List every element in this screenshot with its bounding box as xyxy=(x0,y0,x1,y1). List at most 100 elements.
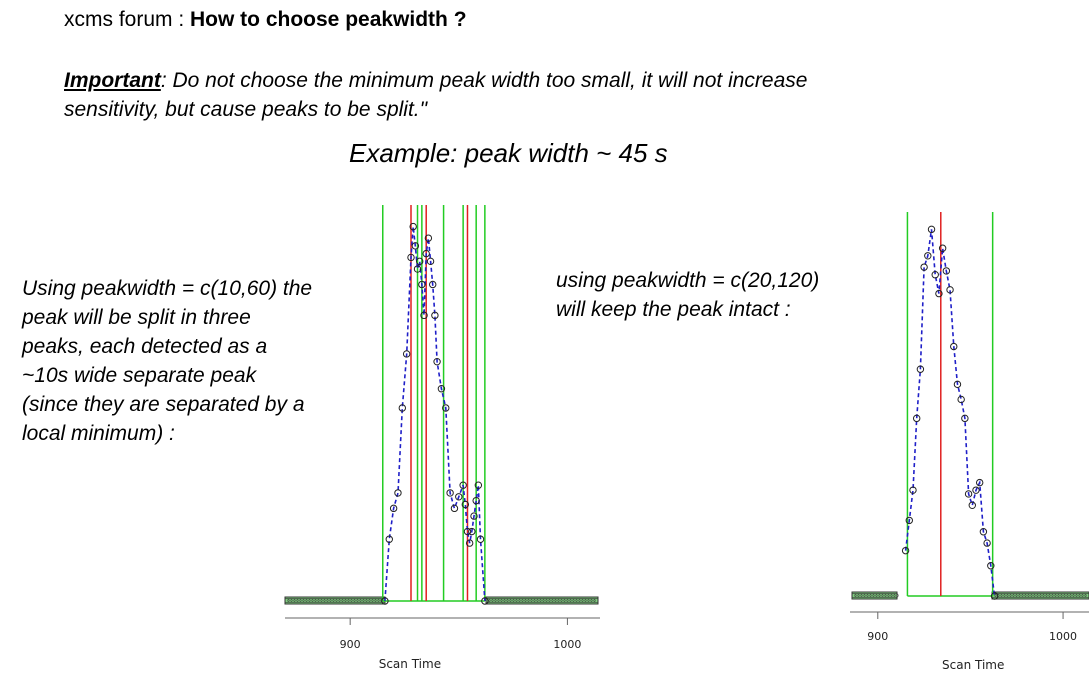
baseline-point xyxy=(884,592,890,598)
data-point xyxy=(461,500,470,509)
baseline-point xyxy=(362,597,368,603)
baseline-point xyxy=(545,597,551,603)
baseline-point xyxy=(302,597,308,603)
baseline-point xyxy=(1051,592,1057,598)
baseline-point xyxy=(500,597,506,603)
baseline-point xyxy=(536,597,542,603)
data-point xyxy=(413,265,422,273)
baseline-point xyxy=(1030,592,1036,598)
data-point xyxy=(481,597,489,605)
baseline-point xyxy=(866,592,872,598)
data-point xyxy=(422,249,430,258)
baseline-point xyxy=(890,592,896,598)
baseline-point xyxy=(332,597,338,603)
data-point xyxy=(968,501,976,509)
data-point xyxy=(979,528,988,536)
data-point xyxy=(990,592,999,600)
baseline-point xyxy=(290,597,296,603)
data-point xyxy=(431,311,439,320)
baseline-point xyxy=(512,597,518,603)
baseline-point xyxy=(299,597,305,603)
right-description: using peakwidth = c(20,120) will keep th… xyxy=(556,266,819,324)
baseline-point xyxy=(575,597,581,603)
data-point xyxy=(424,234,433,242)
baseline-point xyxy=(524,597,530,603)
baseline-point xyxy=(566,597,572,603)
baseline-point xyxy=(1015,592,1021,598)
data-point xyxy=(389,504,398,513)
data-point xyxy=(465,539,474,547)
left-desc-line: (since they are separated by a xyxy=(22,393,305,416)
baseline-point xyxy=(584,597,590,603)
baseline-point xyxy=(587,597,593,603)
data-point xyxy=(946,286,954,294)
chart-split-peaks: 900 1000 Scan Time xyxy=(284,205,600,671)
data-point xyxy=(420,311,428,320)
baseline-point xyxy=(887,592,893,598)
important-label: Important xyxy=(64,69,161,92)
data-point xyxy=(394,489,402,497)
data-point xyxy=(916,365,925,373)
baseline-point xyxy=(1045,592,1051,598)
baseline-point xyxy=(311,597,317,603)
baseline-point xyxy=(548,597,554,603)
data-point xyxy=(935,289,943,298)
baseline-point xyxy=(1069,592,1075,598)
data-point xyxy=(953,380,962,389)
baseline-point xyxy=(518,597,524,603)
baseline-point xyxy=(491,597,497,603)
data-point xyxy=(950,342,958,351)
title-main: How to choose peakwidth ? xyxy=(190,8,467,31)
data-point xyxy=(938,244,947,252)
data-point xyxy=(468,527,476,536)
baseline-point xyxy=(851,592,857,598)
baseline-point xyxy=(368,597,374,603)
baseline-point xyxy=(563,597,569,603)
baseline-point xyxy=(569,597,575,603)
baseline-point xyxy=(1039,592,1045,598)
data-point xyxy=(429,280,437,289)
baseline-point xyxy=(1066,592,1072,598)
baseline-point xyxy=(893,592,899,598)
data-point xyxy=(931,271,939,279)
data-point xyxy=(418,280,426,289)
x-tick-label: 1000 xyxy=(1049,630,1077,643)
data-point xyxy=(446,489,454,497)
baseline-point xyxy=(1018,592,1024,598)
baseline-point xyxy=(374,597,380,603)
data-point xyxy=(402,350,411,358)
baseline-point xyxy=(308,597,314,603)
note-line-1: Important: Do not choose the minimum pea… xyxy=(64,66,807,95)
right-desc-line: using peakwidth = c(20,120) xyxy=(556,269,820,292)
baseline-point xyxy=(350,597,356,603)
note-line-2: sensitivity, but cause peaks to be split… xyxy=(64,98,428,121)
baseline-point xyxy=(539,597,545,603)
baseline-point xyxy=(863,592,869,598)
data-point xyxy=(972,486,980,494)
example-caption: Example: peak width ~ 45 s xyxy=(349,138,668,168)
intensity-trace xyxy=(904,229,996,597)
baseline-point xyxy=(554,597,560,603)
left-desc-line: local minimum) : xyxy=(22,422,175,445)
baseline-point xyxy=(1012,592,1018,598)
data-point xyxy=(398,404,407,412)
baseline-point xyxy=(344,597,350,603)
chart-intact-peak: 900 1000 Scan Time xyxy=(850,212,1089,672)
baseline-point xyxy=(317,597,323,603)
baseline-point xyxy=(329,597,335,603)
baseline-point xyxy=(314,597,320,603)
left-description: Using peakwidth = c(10,60) the peak will… xyxy=(22,274,312,448)
data-point xyxy=(470,512,478,520)
baseline-point xyxy=(869,592,875,598)
right-desc-line: will keep the peak intact : xyxy=(556,298,791,321)
baseline-point xyxy=(371,597,377,603)
baseline-point xyxy=(527,597,533,603)
data-point xyxy=(472,496,480,505)
baseline-point xyxy=(521,597,527,603)
baseline-point xyxy=(497,597,503,603)
page-title: xcms forum : How to choose peakwidth ? xyxy=(64,8,467,32)
data-point xyxy=(426,257,435,266)
baseline-point xyxy=(326,597,332,603)
baseline-point xyxy=(578,597,584,603)
baseline-point xyxy=(581,597,587,603)
